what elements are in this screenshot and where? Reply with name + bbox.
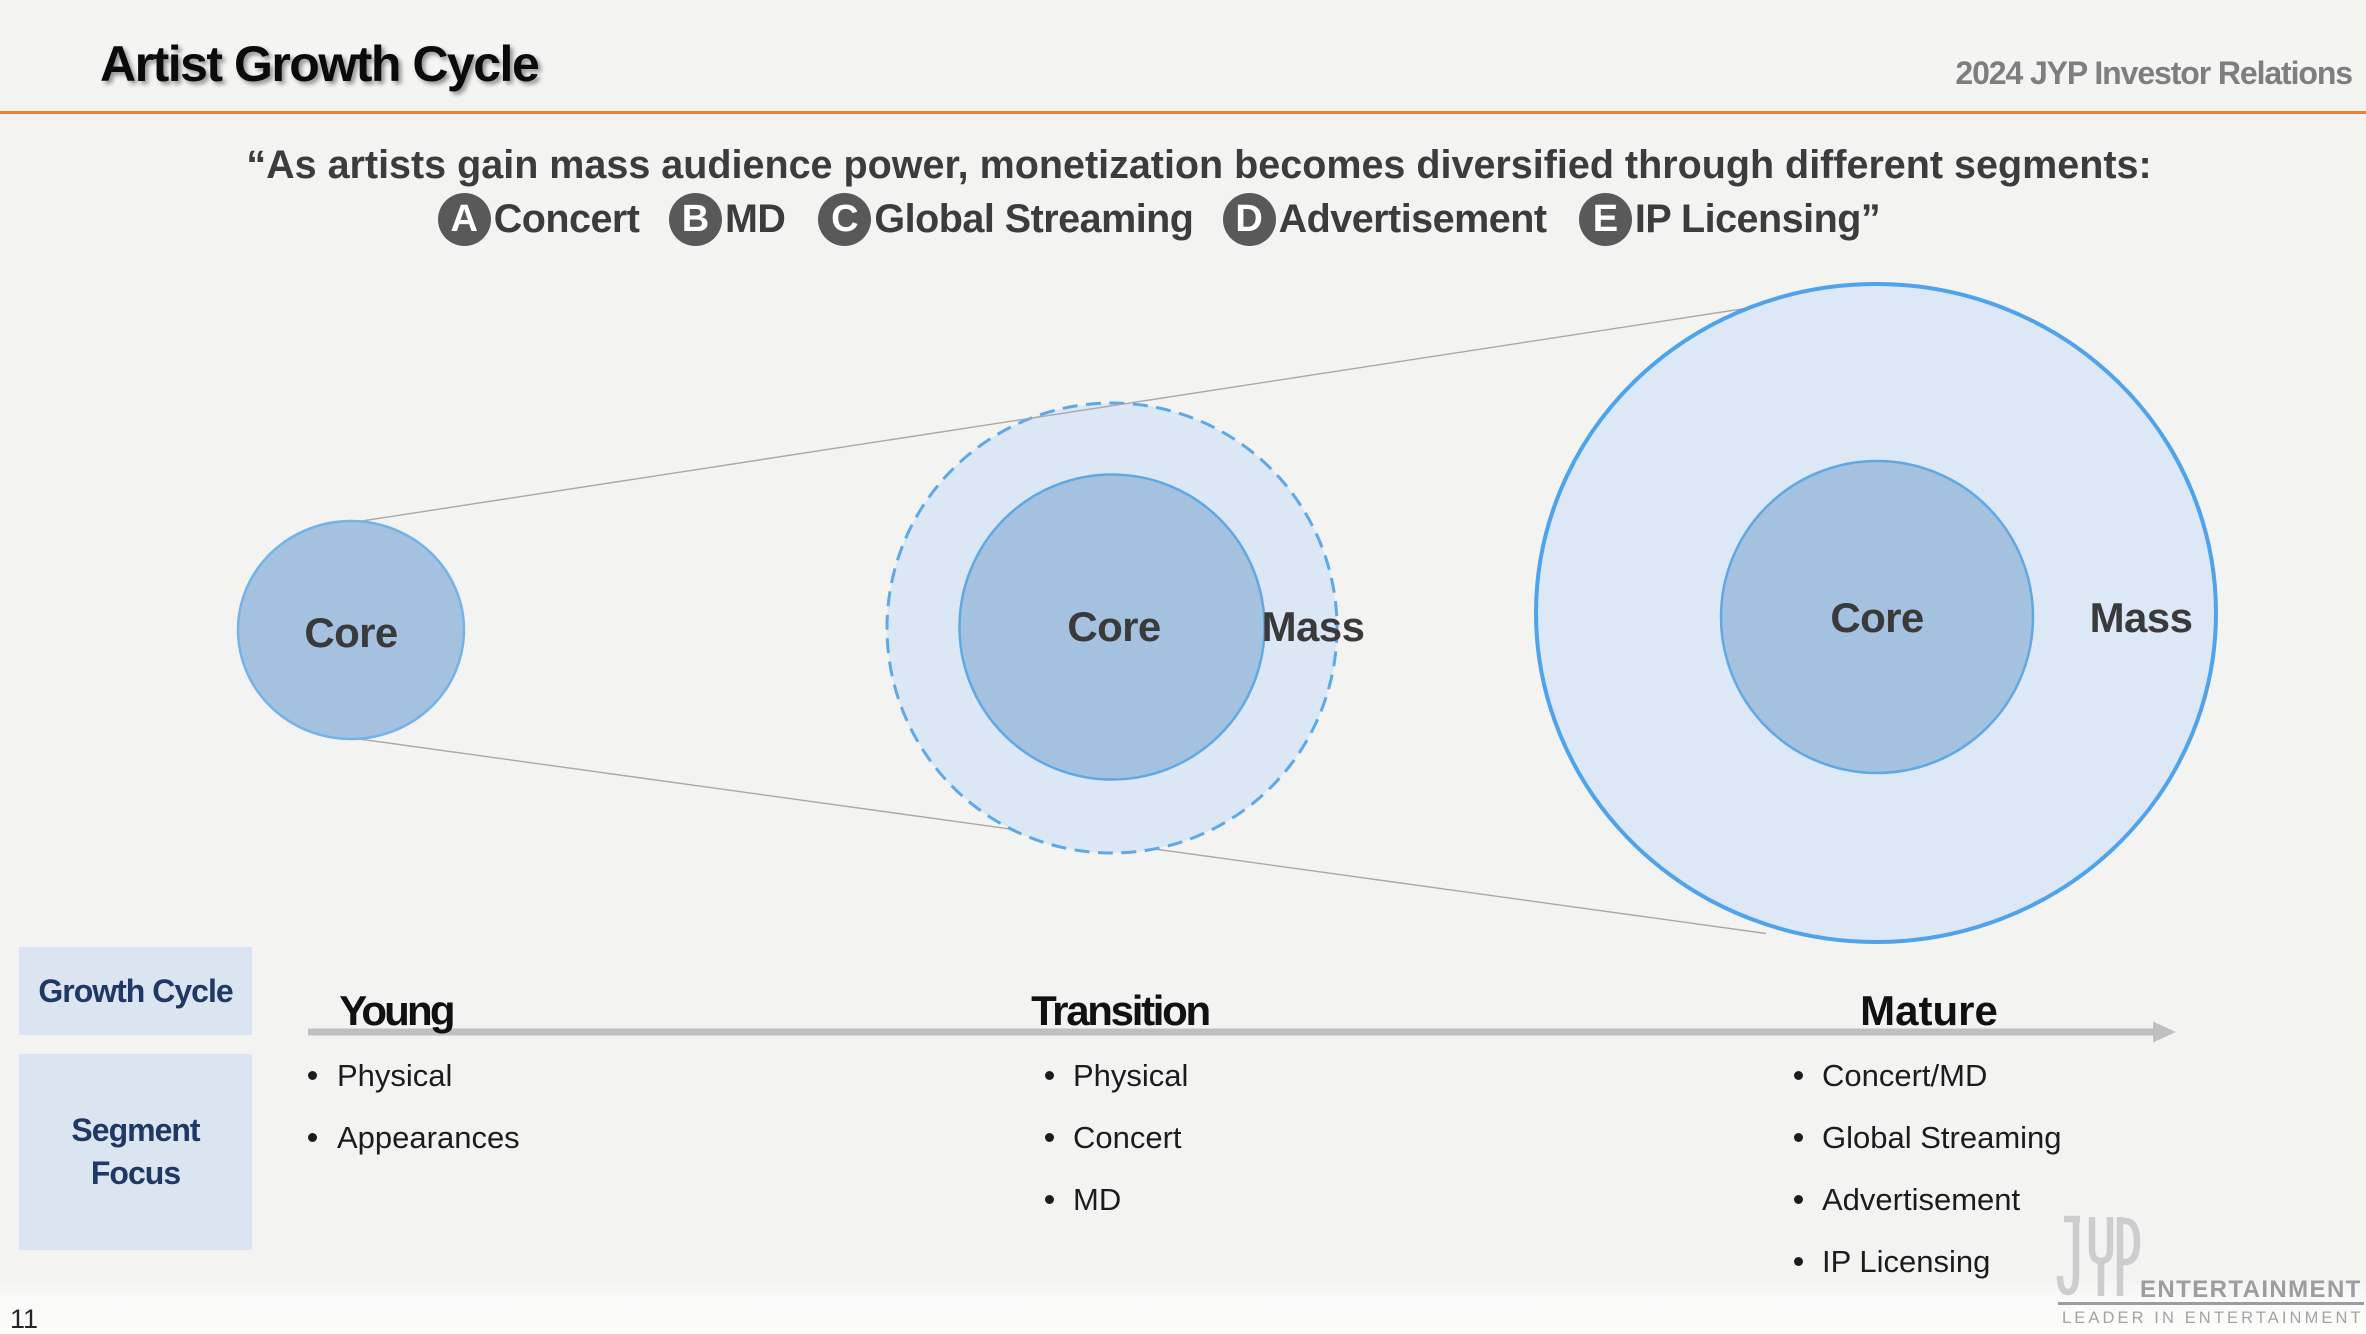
svg-text:ENTERTAINMENT: ENTERTAINMENT [2140,1276,2362,1303]
svg-text:LEADER IN ENTERTAINMENT: LEADER IN ENTERTAINMENT [2062,1309,2364,1327]
